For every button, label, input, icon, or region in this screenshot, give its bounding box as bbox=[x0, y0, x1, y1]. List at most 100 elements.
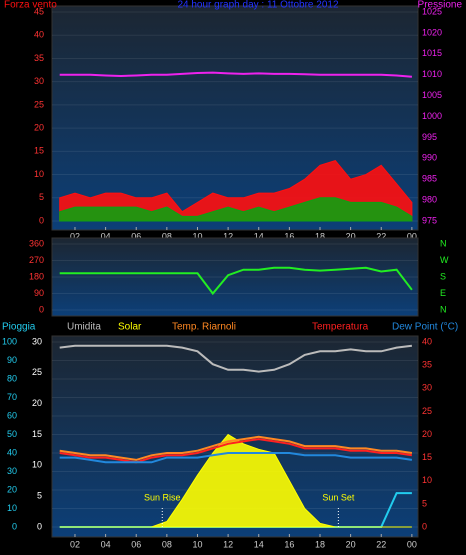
series-line bbox=[59, 452, 413, 464]
y2-tick-label: 1020 bbox=[422, 27, 442, 37]
y2-tick-label: W bbox=[440, 255, 449, 265]
legend-entry: Forza vento bbox=[4, 0, 57, 11]
x-tick-label: 12 bbox=[223, 231, 233, 241]
y-tick-label: 20 bbox=[34, 122, 44, 132]
x-tick-label: 18 bbox=[315, 539, 325, 549]
y2-tick-label: 1015 bbox=[422, 48, 442, 58]
y-tick-label: 80 bbox=[7, 373, 17, 383]
y-tick-label: 40 bbox=[7, 447, 17, 457]
x-tick-label: 10 bbox=[192, 539, 202, 549]
plot-area bbox=[51, 237, 419, 317]
y-tick-label: 10 bbox=[7, 503, 17, 513]
y-tick-label: 90 bbox=[7, 355, 17, 365]
legend-entry: Dew Point (°C) bbox=[392, 322, 458, 333]
series-area bbox=[59, 197, 413, 222]
y2-tick-label: 30 bbox=[422, 383, 432, 393]
x-tick-label: 02 bbox=[70, 539, 80, 549]
x-tick-label: 02 bbox=[70, 231, 80, 241]
series-area bbox=[59, 433, 412, 528]
x-tick-label: 08 bbox=[162, 231, 172, 241]
y-tick-label: 60 bbox=[7, 410, 17, 420]
x-tick-label: 08 bbox=[162, 539, 172, 549]
x-tick-label: 18 bbox=[315, 231, 325, 241]
x-tick-label: 20 bbox=[346, 539, 356, 549]
y3-tick-label: 25 bbox=[32, 367, 42, 377]
y-tick-label: 360 bbox=[29, 238, 44, 248]
y-tick-label: 20 bbox=[7, 484, 17, 494]
annotation: Sun Set bbox=[322, 492, 355, 502]
y-tick-label: 0 bbox=[39, 215, 44, 225]
y2-tick-label: 0 bbox=[422, 521, 427, 531]
chart-title: 24 hour graph day : 11 Ottobre 2012 bbox=[177, 0, 338, 11]
y-tick-label: 30 bbox=[34, 76, 44, 86]
x-tick-label: 06 bbox=[131, 539, 141, 549]
y3-tick-label: 20 bbox=[32, 398, 42, 408]
y2-tick-label: 1025 bbox=[422, 6, 442, 16]
y2-tick-label: 20 bbox=[422, 429, 432, 439]
y-tick-label: 270 bbox=[29, 255, 44, 265]
series-line bbox=[59, 71, 412, 78]
legend-entry: Pioggia bbox=[2, 322, 36, 333]
series-line bbox=[59, 344, 413, 373]
x-tick-label: 16 bbox=[284, 231, 294, 241]
y2-tick-label: S bbox=[440, 271, 446, 281]
x-tick-label: 20 bbox=[346, 231, 356, 241]
y2-tick-label: 1010 bbox=[422, 69, 442, 79]
x-tick-label: 00 bbox=[407, 539, 417, 549]
y2-tick-label: E bbox=[440, 288, 446, 298]
y-tick-label: 35 bbox=[34, 53, 44, 63]
y-tick-label: 30 bbox=[7, 466, 17, 476]
y-tick-label: 50 bbox=[7, 429, 17, 439]
y2-tick-label: 990 bbox=[422, 153, 437, 163]
legend-entry: Pressione bbox=[418, 0, 463, 11]
y-tick-label: 70 bbox=[7, 392, 17, 402]
x-tick-label: 14 bbox=[254, 539, 264, 549]
y-tick-label: 10 bbox=[34, 169, 44, 179]
y-tick-label: 45 bbox=[34, 6, 44, 16]
y3-tick-label: 0 bbox=[37, 521, 42, 531]
legend-entry: Solar bbox=[118, 322, 142, 333]
y2-tick-label: 40 bbox=[422, 336, 432, 346]
x-tick-label: 04 bbox=[101, 539, 111, 549]
y2-tick-label: 985 bbox=[422, 174, 437, 184]
y2-tick-label: 15 bbox=[422, 452, 432, 462]
y2-tick-label: N bbox=[440, 238, 447, 248]
y2-tick-label: 35 bbox=[422, 360, 432, 370]
y-tick-label: 90 bbox=[34, 288, 44, 298]
x-tick-label: 06 bbox=[131, 231, 141, 241]
legend-entry: Temperatura bbox=[312, 322, 369, 333]
y2-tick-label: 1005 bbox=[422, 90, 442, 100]
y-tick-label: 25 bbox=[34, 99, 44, 109]
y3-tick-label: 5 bbox=[37, 491, 42, 501]
x-tick-label: 14 bbox=[254, 231, 264, 241]
x-tick-label: 04 bbox=[101, 231, 111, 241]
y2-tick-label: 995 bbox=[422, 132, 437, 142]
y2-tick-label: 5 bbox=[422, 498, 427, 508]
x-tick-label: 22 bbox=[376, 231, 386, 241]
y-tick-label: 0 bbox=[39, 304, 44, 314]
y2-tick-label: 980 bbox=[422, 194, 437, 204]
y2-tick-label: 25 bbox=[422, 406, 432, 416]
legend-entry: Temp. Riarnoli bbox=[172, 322, 236, 333]
legend-entry: Umidita bbox=[67, 322, 101, 333]
series-line bbox=[59, 266, 413, 296]
y-tick-label: 5 bbox=[39, 192, 44, 202]
y3-tick-label: 30 bbox=[32, 336, 42, 346]
y-tick-label: 0 bbox=[12, 521, 17, 531]
x-tick-label: 00 bbox=[407, 231, 417, 241]
x-tick-label: 16 bbox=[284, 539, 294, 549]
series-line bbox=[59, 435, 413, 461]
annotation: Sun Rise bbox=[144, 492, 181, 502]
y2-tick-label: N bbox=[440, 304, 447, 314]
y3-tick-label: 10 bbox=[32, 460, 42, 470]
y2-tick-label: 10 bbox=[422, 475, 432, 485]
series-line bbox=[59, 438, 413, 464]
x-tick-label: 10 bbox=[192, 231, 202, 241]
y2-tick-label: 1000 bbox=[422, 111, 442, 121]
y-tick-label: 15 bbox=[34, 146, 44, 156]
y-tick-label: 100 bbox=[2, 336, 17, 346]
x-tick-label: 22 bbox=[376, 539, 386, 549]
y-tick-label: 180 bbox=[29, 271, 44, 281]
y2-tick-label: 975 bbox=[422, 215, 437, 225]
